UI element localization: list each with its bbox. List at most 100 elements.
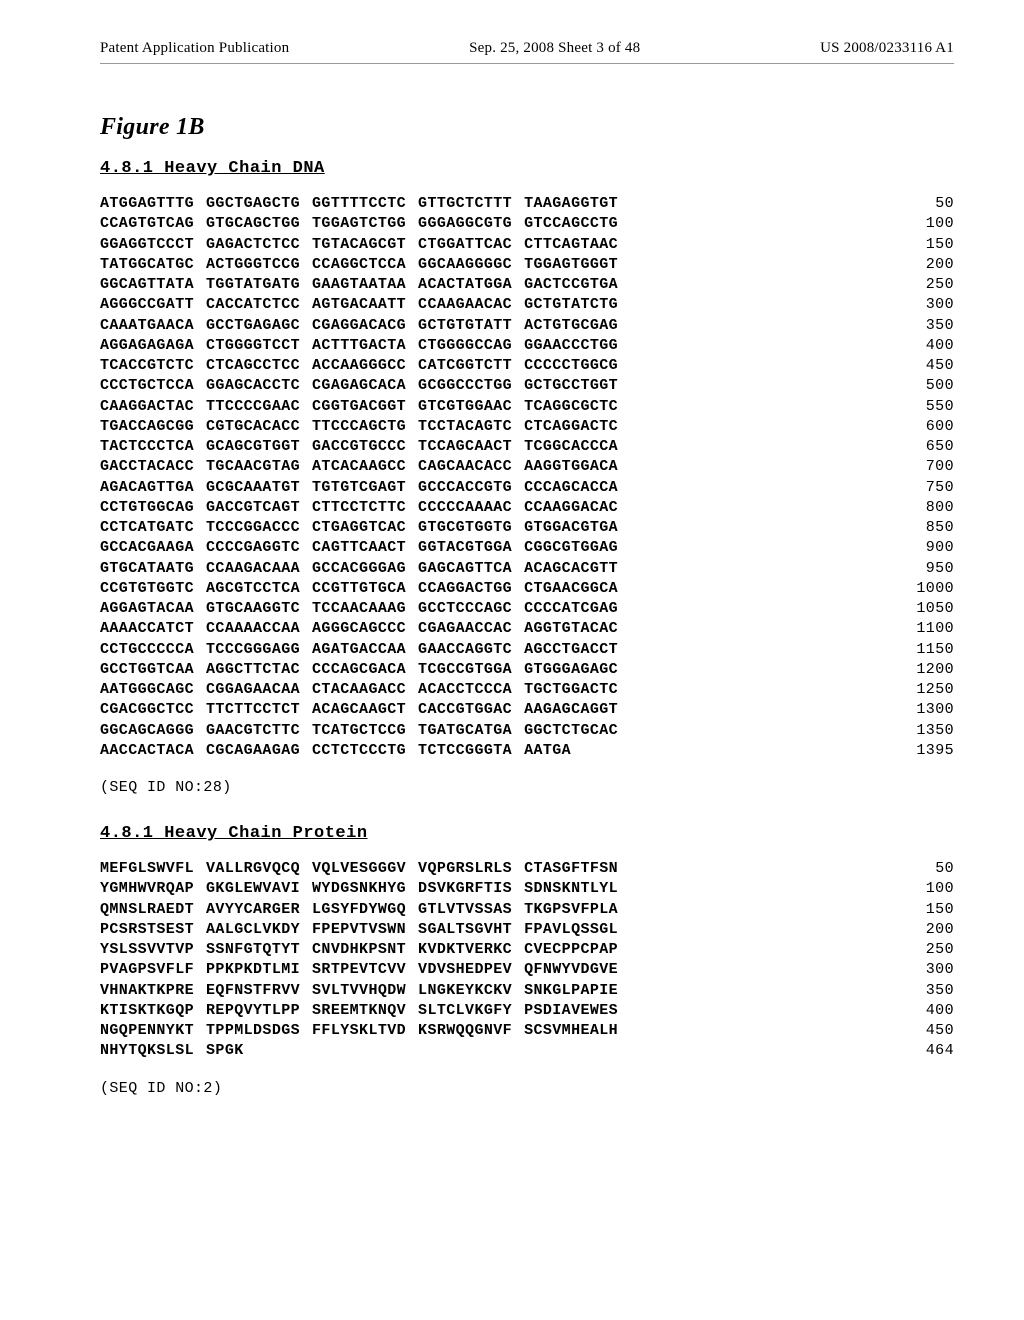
sequence-position: 900 [854,538,954,558]
sequence-row: AACCACTACACGCAGAAGAGCCTCTCCCTGTCTCCGGGTA… [100,741,954,761]
sequence-group: MEFGLSWVFL [100,859,194,879]
sequence-group: YSLSSVVTVP [100,940,194,960]
sequence-position: 450 [854,356,954,376]
sequence-group: TTCCCAGCTG [312,417,406,437]
sequence-position: 650 [854,437,954,457]
sequence-group: GGAGGTCCCT [100,235,194,255]
sequence-group: TCAGGCGCTC [524,397,618,417]
sequence-position: 200 [854,920,954,940]
sequence-group: YGMHWVRQAP [100,879,194,899]
sequence-group: GAACGTCTTC [206,721,300,741]
sequence-group: GCCTGGTCAA [100,660,194,680]
sequence-group: AGTGACAATT [312,295,406,315]
sequence-group: GGAACCCTGG [524,336,618,356]
sequence-group: TCCAACAAAG [312,599,406,619]
sequence-group: GCCTCCCAGC [418,599,512,619]
sequence-group: TCTCCGGGTA [418,741,512,761]
sequence-position: 100 [854,879,954,899]
sequence-row: KTISKTKGQPREPQVYTLPPSREEMTKNQVSLTCLVKGFY… [100,1001,954,1021]
sequence-group: AALGCLVKDY [206,920,300,940]
sequence-group: ACAGCAAGCT [312,700,406,720]
sequence-group: CGGTGACGGT [312,397,406,417]
sequence-group: TGGTATGATG [206,275,300,295]
sequence-group: TGTGTCGAGT [312,478,406,498]
sequence-row: AGGAGTACAAGTGCAAGGTCTCCAACAAAGGCCTCCCAGC… [100,599,954,619]
sequence-group: CGGCGTGGAG [524,538,618,558]
sequence-group: CCAAGAACAC [418,295,512,315]
sequence-group: QFNWYVDGVE [524,960,618,980]
sequence-row: GGCAGCAGGG GAACGTCTTC TCATGCTCCG TGATGCATGA… [100,721,954,741]
sequence-group: TCATGCTCCG [312,721,406,741]
sequence-row: CCGTGTGGTCAGCGTCCTCACCGTTGTGCACCAGGACTGG… [100,579,954,599]
sequence-group: GGAGCACCTC [206,376,300,396]
sequence-group: AGGGCCGATT [100,295,194,315]
sequence-group: AATGA [524,741,571,761]
sequence-group: AGGCTTCTAC [206,660,300,680]
figure-label: Figure 1B [100,114,954,141]
sequence-group: CTGAACGGCA [524,579,618,599]
sequence-group: GCCACGGGAG [312,559,406,579]
sequence-group: CCGTTGTGCA [312,579,406,599]
sequence-group: CGGAGAACAA [206,680,300,700]
sequence-group: CTGGGGTCCT [206,336,300,356]
sequence-group: CTGAGGTCAC [312,518,406,538]
sequence-group: TTCCCCGAAC [206,397,300,417]
sequence-group: GTCGTGGAAC [418,397,512,417]
sequence-group: TGATGCATGA [418,721,512,741]
sequence-group: LNGKEYKCKV [418,981,512,1001]
sequence-group: GGCTCTGCAC [524,721,618,741]
sequence-group: GGTACGTGGA [418,538,512,558]
sequence-group: GCGCAAATGT [206,478,300,498]
sequence-group: ACCAAGGGCC [312,356,406,376]
sequence-group: TAAGAGGTGT [524,194,618,214]
sequence-group: ACTGGGTCCG [206,255,300,275]
sequence-row: YGMHWVRQAPGKGLEWVAVIWYDGSNKHYGDSVKGRFTIS… [100,879,954,899]
header-center: Sep. 25, 2008 Sheet 3 of 48 [469,40,640,57]
sequence-group: LGSYFDYWGQ [312,900,406,920]
sequence-position: 950 [854,559,954,579]
sequence-group: WYDGSNKHYG [312,879,406,899]
sequence-position: 700 [854,457,954,477]
sequence-group: GGCAGCAGGG [100,721,194,741]
sequence-group: ATGGAGTTTG [100,194,194,214]
sequence-group: CTGGATTCAC [418,235,512,255]
sequence-group: TKGPSVFPLA [524,900,618,920]
sequence-position: 300 [854,960,954,980]
dna-seq-id: (SEQ ID NO:28) [100,779,954,796]
sequence-group: SCSVMHEALH [524,1021,618,1041]
sequence-position: 1395 [854,741,954,761]
sequence-group: TGTACAGCGT [312,235,406,255]
sequence-group: GTGGACGTGA [524,518,618,538]
sequence-group: CACCGTGGAC [418,700,512,720]
sequence-group: SLTCLVKGFY [418,1001,512,1021]
sequence-group: CCAGTGTCAG [100,214,194,234]
sequence-group: FPEPVTVSWN [312,920,406,940]
sequence-group: GTLVTVSSAS [418,900,512,920]
sequence-group: GGCTGAGCTG [206,194,300,214]
sequence-group: KTISKTKGQP [100,1001,194,1021]
sequence-group: GTGCAGCTGG [206,214,300,234]
sequence-group: VALLRGVQCQ [206,859,300,879]
sequence-group: FFLYSKLTVD [312,1021,406,1041]
sequence-row: MEFGLSWVFLVALLRGVQCQVQLVESGGGVVQPGRSLRLS… [100,859,954,879]
sequence-group: GCCTGAGAGC [206,316,300,336]
sequence-group: CAAGGACTAC [100,397,194,417]
sequence-group: CVECPPCPAP [524,940,618,960]
sequence-row: CCTGTGGCAGGACCGTCAGTCTTCCTCTTCCCCCCAAAAC… [100,498,954,518]
sequence-group: KVDKTVERKC [418,940,512,960]
sequence-position: 600 [854,417,954,437]
header-left: Patent Application Publication [100,40,289,57]
sequence-group: TGACCAGCGG [100,417,194,437]
sequence-group: REPQVYTLPP [206,1001,300,1021]
sequence-group: TACTCCCTCA [100,437,194,457]
sequence-group: SDNSKNTLYL [524,879,618,899]
sequence-group: TATGGCATGC [100,255,194,275]
sequence-group: CGAGAACCAC [418,619,512,639]
sequence-group: SNKGLPAPIE [524,981,618,1001]
sequence-group: GCTGTGTATT [418,316,512,336]
sequence-row: TACTCCCTCAGCAGCGTGGTGACCGTGCCCTCCAGCAACT… [100,437,954,457]
sequence-group: GCTGCCTGGT [524,376,618,396]
sequence-group: CTGGGGCCAG [418,336,512,356]
sequence-group: AAAACCATCT [100,619,194,639]
sequence-group: GCGGCCCTGG [418,376,512,396]
